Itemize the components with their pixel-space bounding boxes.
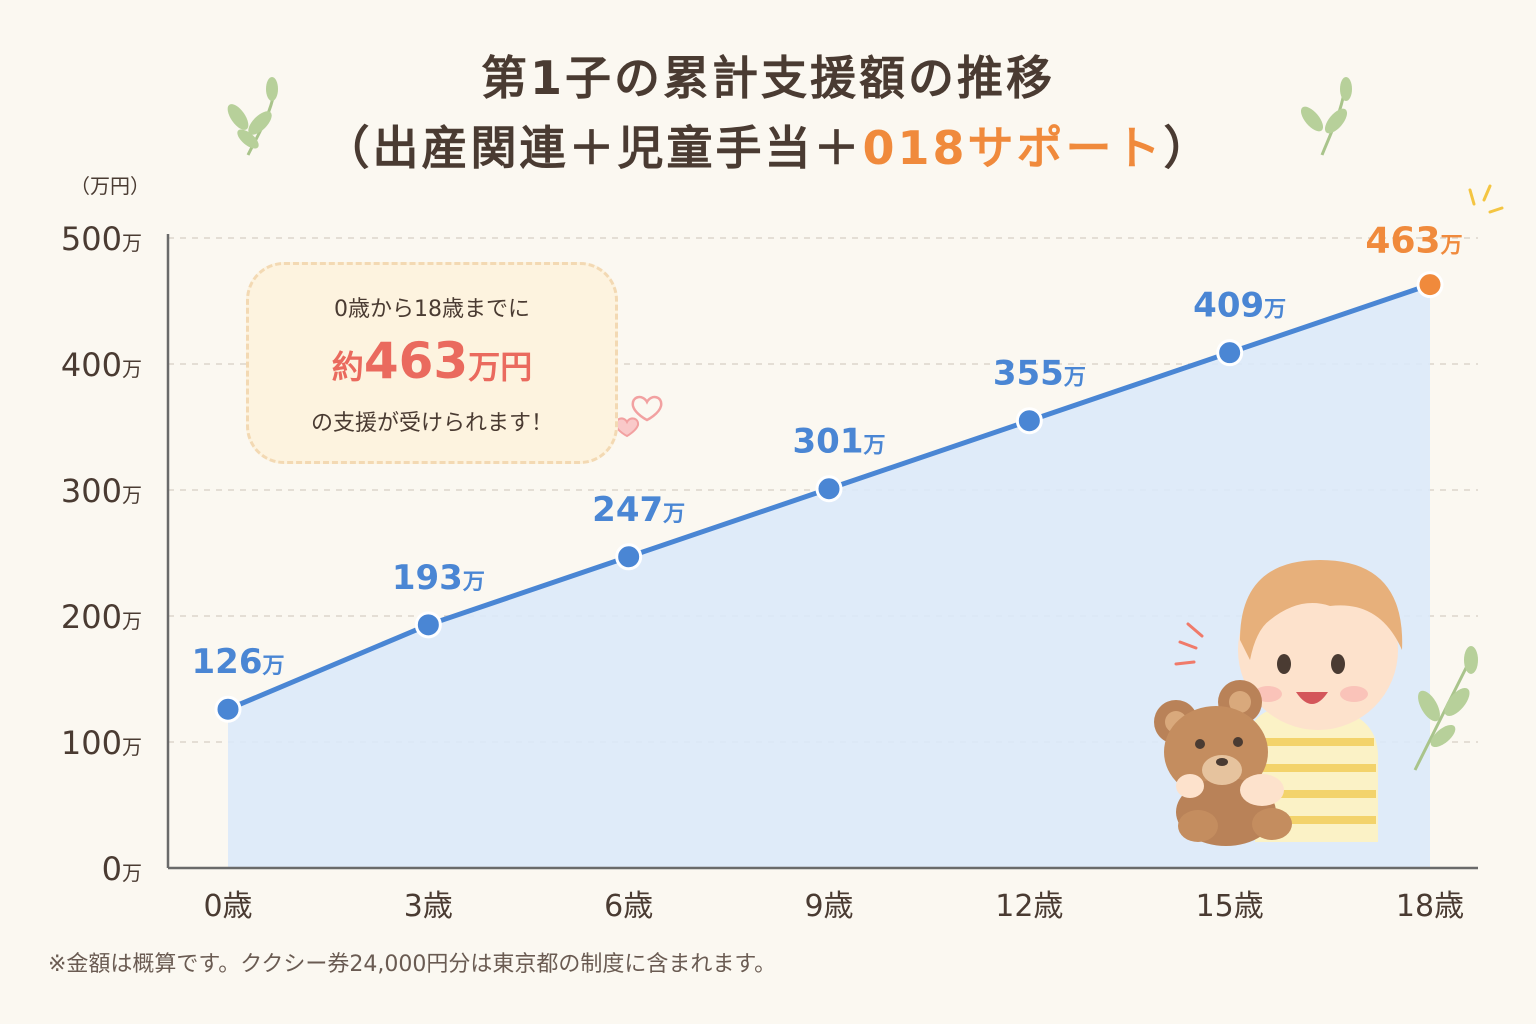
heart-icon [614,395,663,438]
x-tick-label: 15歳 [1196,889,1264,924]
y-tick-label: 400万 [61,346,142,384]
data-point [615,543,643,571]
data-label: 193万 [392,558,485,598]
y-tick-label: 100万 [61,724,142,762]
data-label: 409万 [1193,286,1286,326]
data-point [815,475,843,503]
chart-subtitle: （出産関連＋児童手当＋018サポート） [0,112,1536,178]
subtitle-close: ） [1163,121,1213,175]
callout-line3: の支援が受けられます！ [310,411,553,436]
callout-line1: 0歳から18歳までに [334,297,530,322]
data-label: 247万 [592,490,685,530]
data-point [1216,339,1244,367]
leaf-right-icon [1300,77,1352,156]
callout-prefix: 約 [331,348,364,386]
x-tick-label: 6歳 [604,889,653,924]
callout-amount-unit: 万円 [468,348,533,386]
callout-amount: 約463万円 [249,333,615,395]
sparkle-icon [1468,184,1504,214]
x-tick-label: 12歳 [995,889,1063,924]
data-point [414,611,442,639]
data-point [214,695,242,723]
leaf-left-icon [227,77,278,156]
x-tick-label: 3歳 [404,889,453,924]
callout-bubble: 0歳から18歳までに 約463万円 の支援が受けられます！ [246,262,618,464]
chart-title: 第1子の累計支援額の推移 [480,51,1055,105]
subtitle-open: （出産関連＋児童手当＋ [323,121,863,175]
y-tick-label: 0万 [102,850,142,888]
footnote: ※金額は概算です。ククシー券24,000円分は東京都の制度に含まれます。 [48,952,777,977]
data-label: 126万 [192,642,285,682]
data-point [1416,271,1444,299]
callout-amount-value: 463 [363,332,469,390]
data-point [1015,407,1043,435]
x-tick-label: 18歳 [1396,889,1464,924]
child-with-teddy-bear-illustration [1154,560,1403,846]
chart-plot: 0万 100万 200万 300万 400万 500万 126万 0歳 193万 3歳 247万 6歳… [61,220,1478,924]
subtitle-highlight: 018サポート [862,121,1164,175]
data-label: 463万 [1365,221,1462,262]
y-tick-label: 500万 [61,220,142,258]
x-tick-label: 0歳 [203,889,252,924]
y-axis-unit-label: （万円） [70,174,150,198]
data-label: 355万 [993,354,1086,394]
data-label: 301万 [793,422,886,462]
x-tick-label: 9歳 [804,889,853,924]
area-fill [228,284,1430,868]
leaf-bottom-right-icon [1413,646,1478,771]
y-tick-label: 200万 [61,598,142,636]
y-tick-label: 300万 [61,472,142,510]
